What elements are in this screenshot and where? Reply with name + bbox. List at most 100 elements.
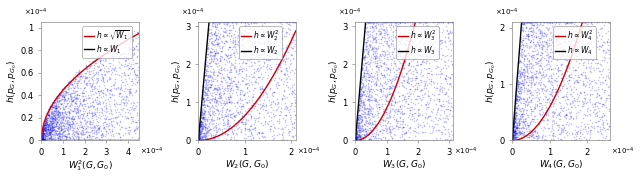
Point [509,131,519,134]
Point [604,139,614,142]
Point [531,135,541,138]
Point [260,109,271,112]
Point [518,23,529,26]
Point [394,95,404,98]
Point [231,21,241,24]
Point [69,90,79,93]
Point [60,116,70,119]
Point [237,118,248,121]
Point [120,127,130,129]
Point [214,100,224,103]
Point [202,93,212,95]
Point [253,117,264,120]
Point [45,138,56,141]
Point [383,36,393,39]
Point [511,126,522,129]
Point [233,122,243,125]
Point [410,21,420,24]
Point [212,65,222,67]
Point [279,94,289,97]
Point [255,35,266,38]
Point [90,87,100,90]
Point [403,94,413,97]
Point [536,80,546,83]
Point [352,139,362,142]
Point [99,117,109,119]
Point [522,21,532,24]
Point [583,125,593,128]
Point [47,122,57,125]
Point [268,90,278,93]
Point [230,76,241,79]
Point [37,136,47,139]
Point [360,84,371,87]
Point [36,139,47,142]
Point [595,83,605,86]
Point [515,88,525,91]
Point [518,69,528,72]
Point [259,52,269,54]
Point [45,121,55,124]
Point [195,131,205,134]
Point [38,124,49,127]
Point [47,129,58,132]
Point [52,109,62,112]
Point [512,105,522,108]
Point [356,100,366,103]
Point [531,76,541,79]
Point [56,119,66,122]
Point [239,21,249,24]
Point [404,82,415,85]
Point [536,117,547,120]
Point [68,136,78,139]
Point [202,130,212,133]
Point [48,115,58,118]
Point [530,61,540,63]
Point [519,68,529,71]
Point [216,96,226,99]
Point [220,63,230,66]
Point [380,136,390,139]
Point [527,29,538,32]
Point [196,136,206,139]
Point [556,132,566,135]
Point [43,120,53,122]
Point [436,30,447,33]
Point [278,47,289,49]
Point [586,70,596,73]
Point [39,132,49,135]
Point [372,48,383,51]
Point [129,109,139,112]
Point [40,115,50,118]
Point [202,105,212,108]
Point [368,107,378,110]
Point [53,105,63,108]
Point [194,137,204,140]
Point [534,99,544,102]
Point [199,108,209,111]
Point [56,128,66,131]
Point [207,118,217,121]
Point [62,127,72,130]
Point [371,113,381,116]
Point [234,36,244,39]
Point [366,106,376,109]
Point [508,136,518,139]
Point [209,21,219,24]
Point [206,60,216,63]
Point [524,21,534,24]
Point [524,60,534,63]
Point [76,135,86,138]
Point [513,138,524,141]
Point [365,33,375,35]
Point [226,35,236,38]
Point [351,136,361,139]
Point [573,104,584,107]
Point [555,68,565,71]
Point [231,114,241,117]
Point [444,48,454,50]
Point [85,120,95,123]
Point [248,128,258,130]
Point [253,70,264,73]
Point [509,122,519,124]
